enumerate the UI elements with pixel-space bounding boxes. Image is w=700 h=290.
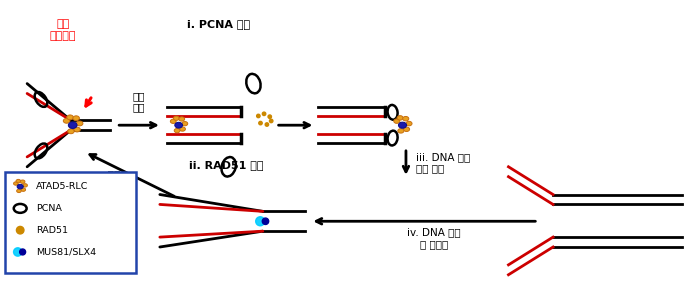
- Circle shape: [257, 114, 260, 118]
- Ellipse shape: [17, 189, 21, 193]
- Circle shape: [262, 218, 269, 224]
- Ellipse shape: [66, 115, 74, 120]
- Ellipse shape: [23, 184, 27, 187]
- Ellipse shape: [397, 116, 403, 120]
- FancyBboxPatch shape: [6, 172, 136, 273]
- Ellipse shape: [182, 122, 188, 126]
- Circle shape: [268, 115, 272, 118]
- Text: 복제
스트레스: 복제 스트레스: [50, 19, 76, 41]
- Ellipse shape: [398, 122, 407, 128]
- Text: MUS81/SLX4: MUS81/SLX4: [36, 247, 96, 256]
- Ellipse shape: [403, 127, 410, 131]
- Circle shape: [256, 217, 265, 226]
- Ellipse shape: [69, 122, 77, 128]
- Text: iv. DNA 절단
및 재조합: iv. DNA 절단 및 재조합: [407, 227, 461, 249]
- Ellipse shape: [174, 128, 180, 133]
- Text: i. PCNA 분리: i. PCNA 분리: [187, 19, 251, 29]
- Circle shape: [20, 249, 26, 255]
- Text: RAD51: RAD51: [36, 226, 68, 235]
- Text: iii. DNA 구조
변화 유도: iii. DNA 구조 변화 유도: [416, 152, 470, 174]
- Ellipse shape: [16, 180, 21, 183]
- Ellipse shape: [73, 116, 79, 121]
- Ellipse shape: [394, 119, 400, 123]
- Circle shape: [262, 112, 266, 115]
- Ellipse shape: [68, 129, 74, 134]
- Circle shape: [270, 119, 273, 123]
- Circle shape: [265, 123, 269, 126]
- Text: 복제
중지: 복제 중지: [133, 91, 146, 112]
- Ellipse shape: [76, 121, 83, 126]
- Ellipse shape: [74, 127, 80, 132]
- Circle shape: [16, 226, 24, 234]
- Ellipse shape: [398, 129, 404, 133]
- Ellipse shape: [20, 180, 25, 183]
- Ellipse shape: [406, 121, 412, 126]
- Circle shape: [13, 248, 22, 256]
- Ellipse shape: [21, 188, 26, 191]
- Ellipse shape: [13, 182, 18, 185]
- Ellipse shape: [174, 116, 179, 120]
- Ellipse shape: [402, 117, 409, 121]
- Ellipse shape: [63, 118, 70, 123]
- Ellipse shape: [180, 127, 186, 131]
- Text: v.복제
재시작: v.복제 재시작: [99, 169, 121, 191]
- Ellipse shape: [175, 122, 183, 128]
- Ellipse shape: [170, 119, 176, 124]
- Circle shape: [259, 122, 262, 125]
- Text: PCNA: PCNA: [36, 204, 62, 213]
- Text: ATAD5-RLC: ATAD5-RLC: [36, 182, 88, 191]
- Text: ii. RAD51 소집: ii. RAD51 소집: [190, 160, 264, 170]
- Ellipse shape: [17, 184, 23, 189]
- Ellipse shape: [179, 117, 185, 121]
